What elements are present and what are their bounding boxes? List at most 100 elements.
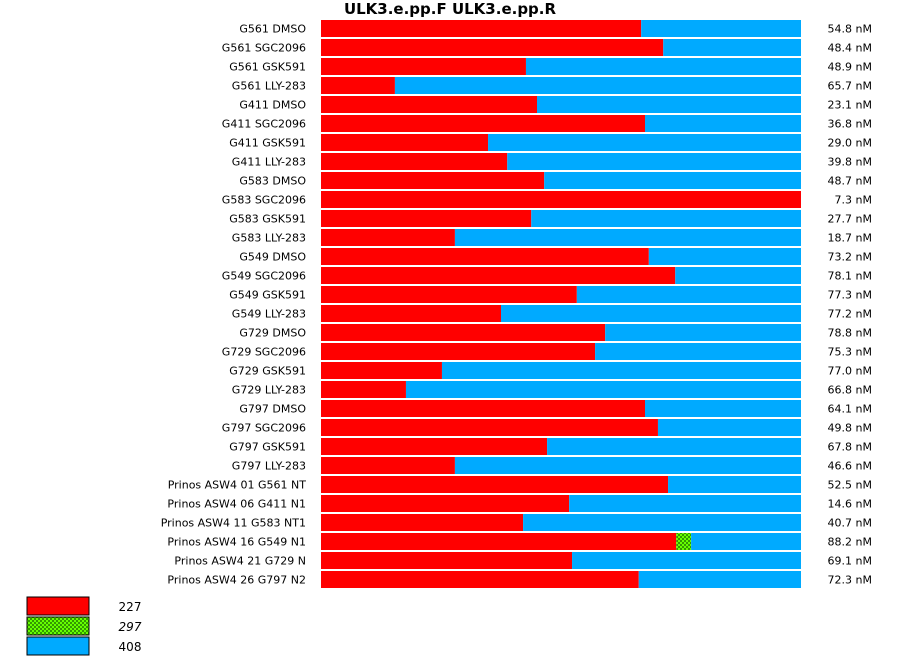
row-label: Prinos ASW4 16 G549 N1 (167, 536, 306, 549)
bar-segment-227 (321, 39, 664, 56)
concentration-label: 77.3 nM (828, 289, 872, 302)
concentration-label: 65.7 nM (828, 80, 872, 93)
bar-row: G549 DMSO 73.2 nM (239, 248, 872, 265)
bar-row: G583 LLY-283 18.7 nM (232, 229, 872, 246)
row-label: Prinos ASW4 06 G411 N1 (167, 498, 306, 511)
bar-row: Prinos ASW4 06 G411 N1 14.6 nM (167, 495, 872, 512)
bar-segment-227 (321, 248, 649, 265)
concentration-label: 78.1 nM (828, 270, 872, 283)
concentration-label: 77.2 nM (828, 308, 872, 321)
bar-row: Prinos ASW4 16 G549 N1 88.2 nM (167, 533, 872, 550)
concentration-label: 36.8 nM (828, 118, 872, 131)
bar-row: G561 SGC2096 48.4 nM (222, 39, 872, 56)
concentration-label: 29.0 nM (828, 137, 872, 150)
chart-legend: 227 297 408 (26, 596, 142, 656)
bar-row: G583 SGC2096 7.3 nM (222, 191, 872, 208)
concentration-label: 14.6 nM (828, 498, 872, 511)
bar-segment-408 (668, 476, 801, 493)
bar-segment-227 (321, 96, 537, 113)
bar-segment-408 (531, 210, 801, 227)
bar-segment-408 (454, 229, 801, 246)
bar-segment-227 (321, 476, 669, 493)
row-label: G549 GSK591 (229, 289, 306, 302)
concentration-label: 72.3 nM (828, 574, 872, 587)
bar-row: G729 DMSO 78.8 nM (239, 324, 872, 341)
concentration-label: 52.5 nM (828, 479, 872, 492)
bar-segment-227 (321, 533, 677, 550)
bar-segment-408 (691, 533, 801, 550)
bar-row: G549 GSK591 77.3 nM (229, 286, 872, 303)
bar-segment-227 (321, 210, 532, 227)
bar-segment-227 (321, 58, 526, 75)
bar-row: G411 LLY-283 39.8 nM (232, 153, 872, 170)
bar-row: G411 GSK591 29.0 nM (229, 134, 872, 151)
bar-row: G549 LLY-283 77.2 nM (232, 305, 872, 322)
row-label: Prinos ASW4 21 G729 N (174, 555, 306, 568)
concentration-label: 66.8 nM (828, 384, 872, 397)
bar-segment-408 (405, 381, 801, 398)
legend-swatch (26, 616, 90, 636)
bar-row: G411 DMSO 23.1 nM (239, 96, 872, 113)
row-label: G797 SGC2096 (222, 422, 306, 435)
row-label: G797 GSK591 (229, 441, 306, 454)
bar-segment-408 (576, 286, 801, 303)
bar-row: G561 DMSO 54.8 nM (239, 20, 872, 37)
concentration-label: 67.8 nM (828, 441, 872, 454)
concentration-label: 39.8 nM (828, 156, 872, 169)
legend-label: 227 (119, 600, 142, 614)
concentration-label: 18.7 nM (828, 232, 872, 245)
bar-segment-408 (645, 400, 801, 417)
bar-segment-408 (501, 305, 801, 322)
bar-row: G583 GSK591 27.7 nM (229, 210, 872, 227)
bar-row: G797 SGC2096 49.8 nM (222, 419, 872, 436)
row-label: G561 LLY-283 (232, 80, 306, 93)
bar-segment-408 (547, 438, 801, 455)
row-label: G583 SGC2096 (222, 194, 306, 207)
concentration-label: 46.6 nM (828, 460, 872, 473)
legend-entry: 408 (26, 636, 141, 656)
bar-segment-227 (321, 115, 645, 132)
concentration-label: 23.1 nM (828, 99, 872, 112)
bar-row: G561 GSK591 48.9 nM (229, 58, 872, 75)
concentration-label: 69.1 nM (828, 555, 872, 568)
bar-segment-408 (645, 115, 801, 132)
concentration-label: 75.3 nM (828, 346, 872, 359)
concentration-label: 7.3 nM (835, 194, 872, 207)
bar-segment-227 (321, 400, 645, 417)
bar-segment-408 (605, 324, 801, 341)
concentration-label: 88.2 nM (828, 536, 872, 549)
bar-segment-227 (321, 267, 676, 284)
bar-row: G797 LLY-283 46.6 nM (232, 457, 872, 474)
bar-segment-227 (321, 438, 548, 455)
bar-segment-408 (523, 514, 801, 531)
bar-row: G561 LLY-283 65.7 nM (232, 77, 872, 94)
row-label: G561 SGC2096 (222, 42, 306, 55)
concentration-label: 48.9 nM (828, 61, 872, 74)
concentration-label: 27.7 nM (828, 213, 872, 226)
bar-segment-408 (648, 248, 801, 265)
row-label: G561 DMSO (239, 23, 306, 36)
bar-segment-408 (641, 20, 801, 37)
bar-segment-227 (321, 229, 455, 246)
bar-segment-227 (321, 495, 570, 512)
row-label: G729 GSK591 (229, 365, 306, 378)
row-label: G411 SGC2096 (222, 118, 306, 131)
row-label: G549 LLY-283 (232, 308, 306, 321)
bar-segment-227 (321, 343, 596, 360)
concentration-label: 77.0 nM (828, 365, 872, 378)
bar-segment-227 (321, 514, 524, 531)
row-label: G411 LLY-283 (232, 156, 306, 169)
bar-row: G797 GSK591 67.8 nM (229, 438, 872, 455)
bar-segment-408 (663, 39, 801, 56)
row-label: Prinos ASW4 26 G797 N2 (167, 574, 306, 587)
concentration-label: 64.1 nM (828, 403, 872, 416)
row-label: G549 SGC2096 (222, 270, 306, 283)
bar-segment-227 (321, 571, 639, 588)
bar-segment-408 (544, 172, 801, 189)
bar-row: Prinos ASW4 01 G561 NT 52.5 nM (168, 476, 872, 493)
concentration-label: 48.7 nM (828, 175, 872, 188)
bar-segment-408 (507, 153, 801, 170)
legend-swatch (26, 596, 90, 616)
